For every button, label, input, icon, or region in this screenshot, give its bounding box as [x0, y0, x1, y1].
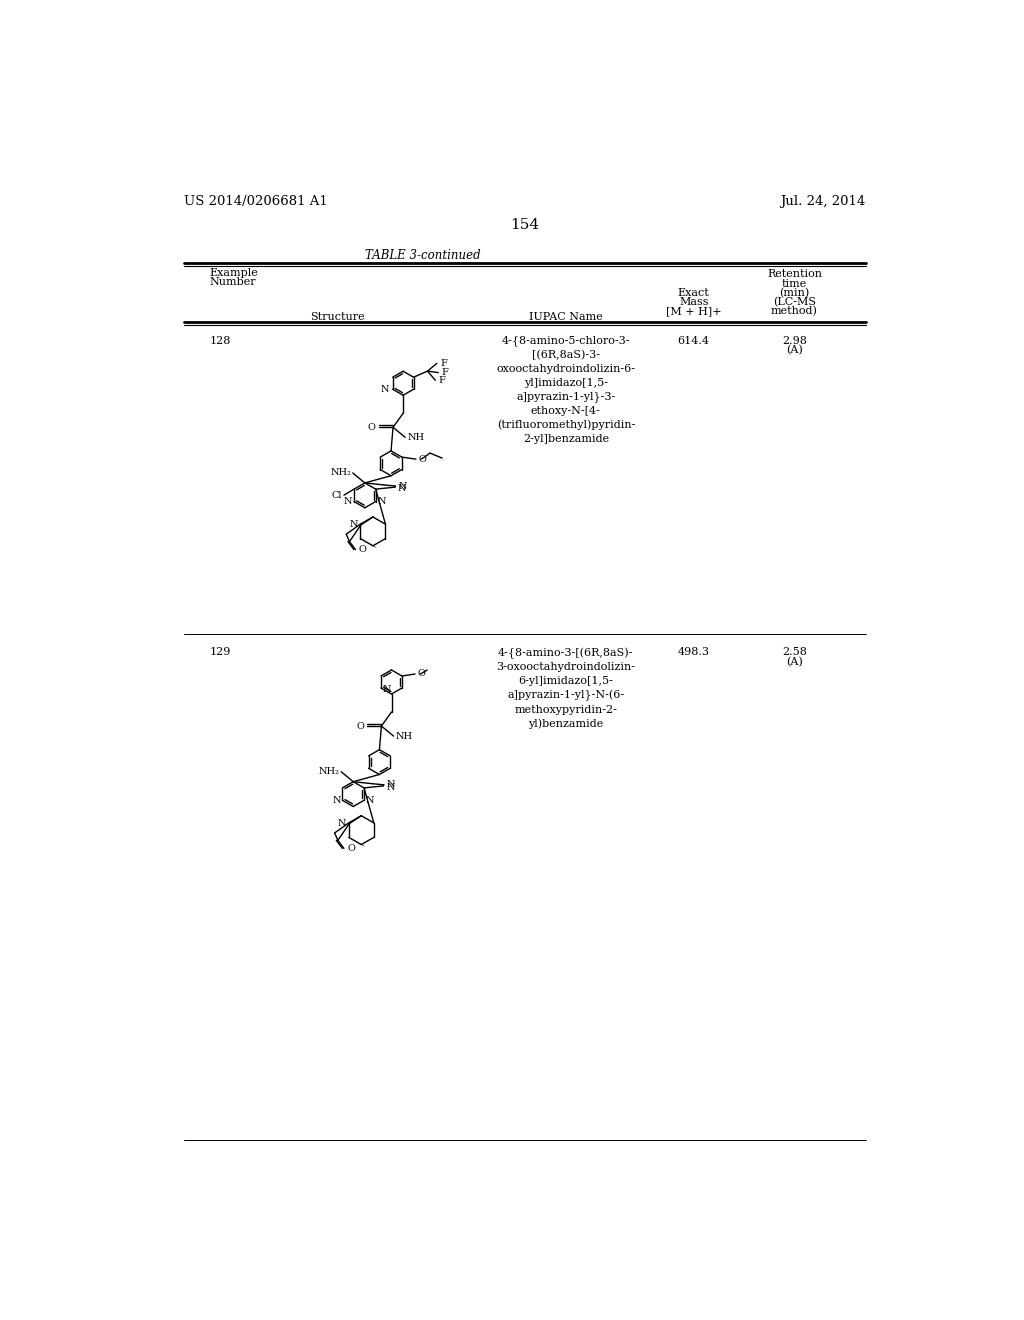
Text: (A): (A): [786, 345, 803, 355]
Text: (LC-MS: (LC-MS: [773, 297, 816, 308]
Text: 154: 154: [510, 218, 540, 232]
Text: O: O: [347, 843, 355, 853]
Text: Number: Number: [209, 277, 256, 286]
Text: TABLE 3-continued: TABLE 3-continued: [365, 249, 480, 263]
Text: F: F: [440, 359, 446, 368]
Polygon shape: [349, 837, 366, 847]
Text: F: F: [438, 376, 445, 385]
Text: 2.98: 2.98: [782, 335, 807, 346]
Text: O: O: [418, 454, 426, 463]
Text: N: N: [383, 685, 391, 694]
Text: N: N: [381, 384, 389, 393]
Polygon shape: [360, 539, 377, 548]
Text: N: N: [387, 780, 395, 789]
Text: 614.4: 614.4: [678, 335, 710, 346]
Text: NH₂: NH₂: [318, 767, 340, 776]
Text: NH: NH: [396, 731, 413, 741]
Text: Retention: Retention: [767, 269, 822, 280]
Text: 128: 128: [209, 335, 230, 346]
Text: IUPAC Name: IUPAC Name: [529, 313, 603, 322]
Text: F: F: [441, 368, 449, 378]
Text: 4-{8-amino-5-chloro-3-
[(6R,8aS)-3-
oxooctahydroindolizin-6-
yl]imidazo[1,5-
a]p: 4-{8-amino-5-chloro-3- [(6R,8aS)-3- oxoo…: [497, 335, 635, 444]
Text: 2.58: 2.58: [782, 647, 807, 657]
Text: 129: 129: [209, 647, 230, 657]
Text: N: N: [398, 484, 407, 494]
Text: N: N: [344, 498, 352, 506]
Text: 498.3: 498.3: [678, 647, 710, 657]
Text: N: N: [366, 796, 374, 805]
Text: O: O: [358, 545, 367, 554]
Text: [M + H]+: [M + H]+: [666, 306, 722, 317]
Text: N: N: [338, 820, 346, 828]
Text: N: N: [377, 498, 386, 506]
Text: Structure: Structure: [310, 313, 365, 322]
Text: N: N: [386, 783, 395, 792]
Text: Example: Example: [209, 268, 258, 277]
Text: N: N: [398, 482, 407, 491]
Text: O: O: [368, 422, 376, 432]
Text: (A): (A): [786, 656, 803, 667]
Text: method): method): [771, 306, 818, 317]
Text: N: N: [349, 520, 358, 529]
Text: NH: NH: [408, 433, 425, 442]
Text: O: O: [356, 722, 365, 730]
Text: (min): (min): [779, 288, 810, 298]
Text: Jul. 24, 2014: Jul. 24, 2014: [780, 195, 866, 209]
Text: Cl: Cl: [332, 491, 342, 500]
Text: Mass: Mass: [679, 297, 709, 308]
Text: Exact: Exact: [678, 288, 710, 298]
Text: NH₂: NH₂: [331, 469, 351, 478]
Text: US 2014/0206681 A1: US 2014/0206681 A1: [183, 195, 328, 209]
Text: O: O: [418, 669, 425, 678]
Text: N: N: [333, 796, 341, 805]
Text: time: time: [782, 279, 807, 289]
Text: 4-{8-amino-3-[(6R,8aS)-
3-oxooctahydroindolizin-
6-yl]imidazo[1,5-
a]pyrazin-1-y: 4-{8-amino-3-[(6R,8aS)- 3-oxooctahydroin…: [497, 647, 635, 729]
